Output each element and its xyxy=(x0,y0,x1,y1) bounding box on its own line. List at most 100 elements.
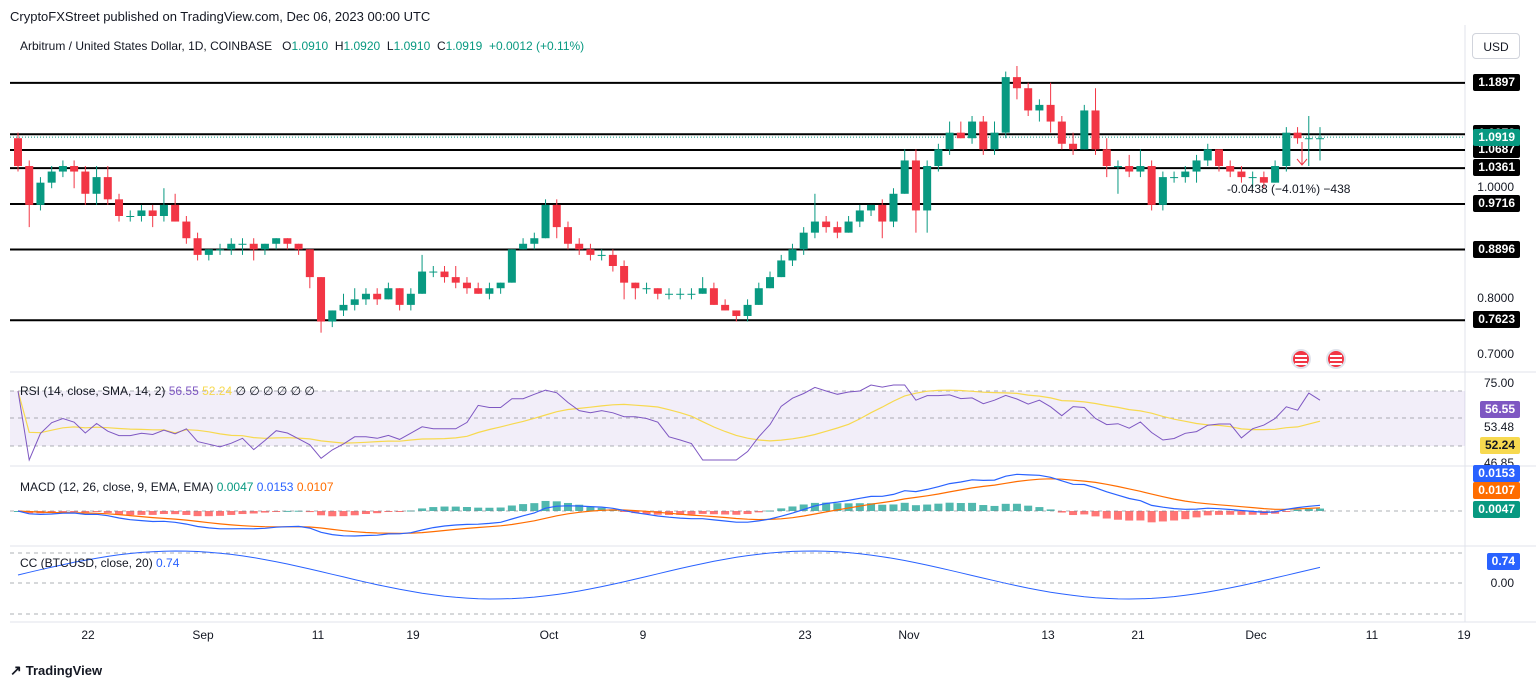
candle-body xyxy=(36,182,45,205)
date-axis-label: 21 xyxy=(1131,628,1145,642)
macd-histogram-bar xyxy=(968,502,977,511)
candle-body xyxy=(810,221,819,233)
macd-histogram-bar xyxy=(788,506,797,511)
candle-body xyxy=(833,227,842,233)
candle-body xyxy=(496,282,505,289)
macd-signal-line xyxy=(17,478,1321,534)
candle-body xyxy=(642,288,651,290)
cc-legend: CC (BTCUSD, close, 20) 0.74 xyxy=(20,556,179,570)
candle-body xyxy=(541,204,550,239)
candle-body xyxy=(956,132,965,139)
rsi-legend: RSI (14, close, SMA, 14, 2) 56.55 52.24 … xyxy=(20,384,315,398)
macd-histogram-bar xyxy=(350,511,359,516)
candle-body xyxy=(25,166,34,205)
candle-body xyxy=(1214,149,1223,166)
macd-histogram-bar xyxy=(283,510,292,512)
candle-body xyxy=(575,243,584,250)
candle-body xyxy=(474,288,483,294)
macd-histogram-bar xyxy=(373,511,382,514)
macd-histogram-bar xyxy=(698,511,707,514)
cc-axis-label: 0.00 xyxy=(1490,576,1514,590)
macd-histogram-bar xyxy=(249,511,258,514)
measure-arrow-icon xyxy=(1296,142,1308,166)
us-flag-icon[interactable] xyxy=(1291,349,1311,369)
macd-histogram-bar xyxy=(260,511,269,513)
candle-body xyxy=(1170,177,1179,179)
candle-body xyxy=(216,249,225,251)
macd-histogram-bar xyxy=(92,511,101,512)
candle-body xyxy=(1102,149,1111,166)
macd-histogram-bar xyxy=(1035,507,1044,511)
currency-button[interactable]: USD xyxy=(1472,33,1520,59)
rsi-title: RSI (14, close, SMA, 14, 2) xyxy=(20,384,166,398)
macd-hist-value: 0.0047 xyxy=(216,480,254,494)
macd-line xyxy=(17,473,1321,537)
macd-histogram-bar xyxy=(1080,511,1089,515)
rsi-value-tag: 56.55 xyxy=(1479,401,1520,418)
rsi-line xyxy=(17,384,1321,462)
tradingview-logo-icon: ↗ xyxy=(10,662,22,678)
open-label: O xyxy=(282,39,292,53)
candle-body xyxy=(171,204,180,222)
rsi-sma-tag: 52.24 xyxy=(1479,437,1520,454)
open-value: 1.0910 xyxy=(291,39,329,53)
candle-body xyxy=(1282,132,1291,166)
macd-histogram-bar xyxy=(833,503,842,511)
macd-histogram-bar xyxy=(631,511,640,514)
candle-body xyxy=(979,121,988,150)
candle-body xyxy=(1035,104,1044,111)
macd-signal-value: 0.0107 xyxy=(296,480,334,494)
macd-histogram-bar xyxy=(58,511,67,512)
candle-body xyxy=(788,249,797,261)
macd-histogram-bar xyxy=(227,511,236,515)
candle-body xyxy=(867,204,876,211)
macd-histogram-bar xyxy=(507,505,516,511)
macd-histogram-bar xyxy=(1203,511,1212,516)
candle-body xyxy=(766,277,775,289)
candle-body xyxy=(317,277,326,322)
candle-body xyxy=(519,243,528,250)
date-axis-label: Sep xyxy=(192,628,214,642)
macd-histogram-bar xyxy=(687,511,696,515)
candle-body xyxy=(1226,166,1235,172)
candle-body xyxy=(81,171,90,194)
date-axis-label: 11 xyxy=(1365,628,1379,642)
candle-body xyxy=(58,166,67,172)
macd-histogram-bar xyxy=(1091,511,1100,517)
macd-histogram-bar xyxy=(361,511,370,515)
macd-histogram-bar xyxy=(1012,503,1021,511)
macd-hist-tag: 0.0047 xyxy=(1473,501,1520,518)
date-axis-label: Oct xyxy=(539,628,559,642)
macd-histogram-bar xyxy=(159,511,168,514)
symbol-legend: Arbitrum / United States Dollar, 1D, COI… xyxy=(20,39,584,53)
macd-histogram-bar xyxy=(395,511,404,512)
macd-histogram-bar xyxy=(563,502,572,511)
cc-line xyxy=(17,550,1321,600)
macd-histogram-bar xyxy=(429,507,438,511)
macd-histogram-bar xyxy=(193,511,202,517)
macd-histogram-bar xyxy=(923,504,932,511)
macd-histogram-bar xyxy=(81,511,90,513)
candle-body xyxy=(1046,104,1055,122)
macd-histogram-bar xyxy=(1113,511,1122,520)
candle-body xyxy=(260,243,269,250)
candle-body xyxy=(687,293,696,295)
candle-body xyxy=(1192,160,1201,172)
candle-body xyxy=(485,288,494,294)
candle-body xyxy=(451,277,460,283)
candle-body xyxy=(1057,121,1066,144)
us-flag-icon[interactable] xyxy=(1326,349,1346,369)
macd-histogram-bar xyxy=(305,511,314,513)
candle-body xyxy=(911,160,920,211)
macd-histogram-bar xyxy=(1248,511,1257,515)
candle-body xyxy=(1237,171,1246,178)
candle-body xyxy=(1304,138,1313,140)
candle-body xyxy=(1012,77,1021,89)
macd-histogram-bar xyxy=(519,504,528,511)
macd-histogram-bar xyxy=(822,502,831,511)
candle-body xyxy=(70,166,79,172)
candle-body xyxy=(103,177,112,200)
candle-body xyxy=(462,282,471,289)
footer-logo: ↗ TradingView xyxy=(10,662,102,679)
